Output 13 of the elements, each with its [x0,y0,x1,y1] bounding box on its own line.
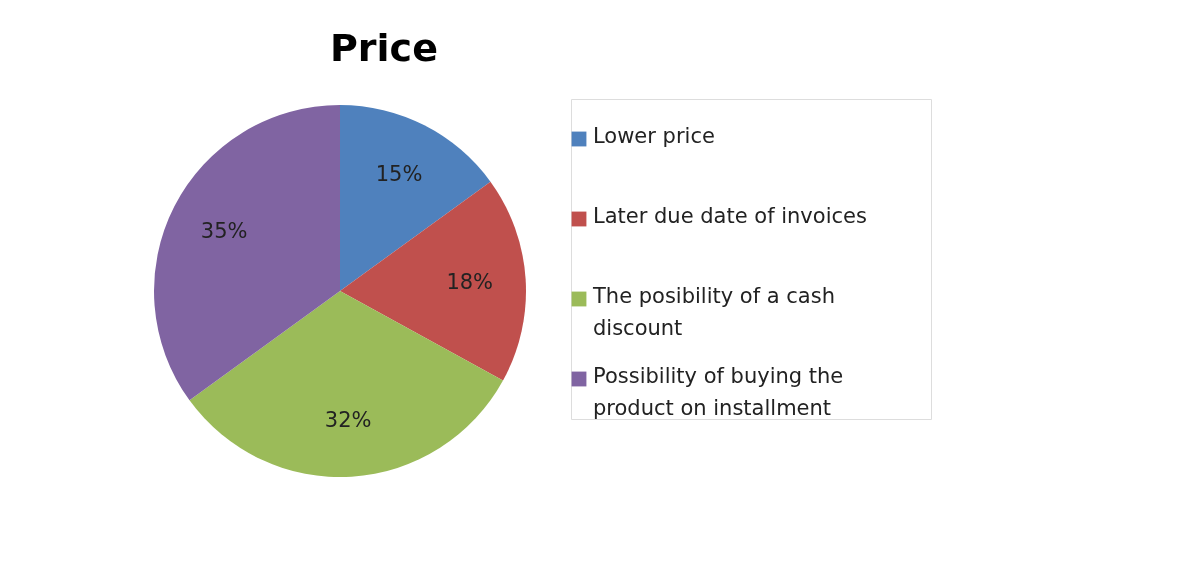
data-label: 32% [324,407,372,432]
pie-slice [189,291,503,477]
legend-label: The posibility of a cash discount [592,284,835,340]
pie-slice [340,105,491,291]
data-label: 15% [375,162,423,187]
pie-slice [154,105,340,401]
legend-label: Possibility of buying the product on installment [593,364,844,420]
legend-label: Lower price [593,124,715,148]
data-label: 18% [446,269,494,294]
legend-label: Later due date of invoices [593,204,867,228]
pie-slice [340,181,526,381]
chart-title: Price [330,25,438,70]
data-label: 35% [200,218,248,243]
